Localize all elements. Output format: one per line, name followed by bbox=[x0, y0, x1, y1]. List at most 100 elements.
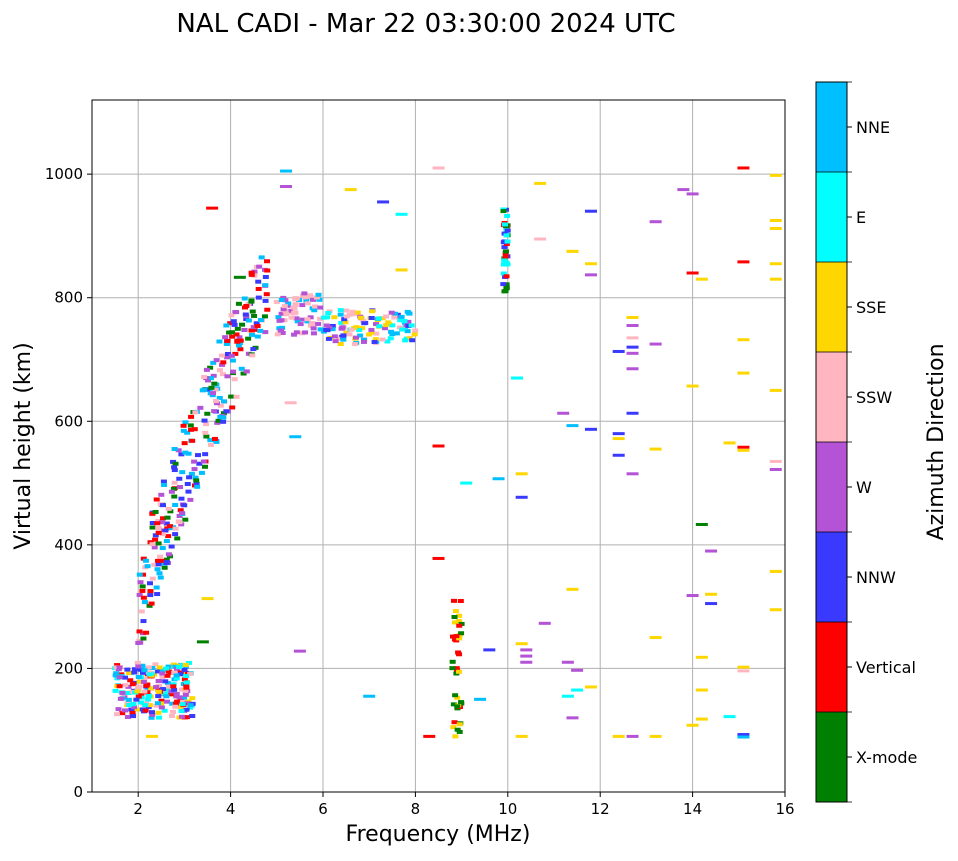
echo-mark bbox=[182, 670, 189, 675]
echo-mark bbox=[188, 414, 195, 419]
echo-point bbox=[705, 549, 718, 553]
echo-mark bbox=[397, 318, 404, 323]
echo-mark bbox=[235, 301, 242, 306]
echo-mark bbox=[307, 323, 314, 328]
echo-mark bbox=[161, 482, 168, 487]
echo-mark bbox=[148, 715, 155, 720]
echo-mark bbox=[159, 675, 166, 680]
echo-mark bbox=[149, 521, 156, 526]
echo-mark bbox=[241, 327, 248, 332]
echo-mark bbox=[346, 332, 353, 337]
echo-mark bbox=[152, 509, 159, 514]
azimuth-colorbar: X-mode Vertical NNW W SSW SSE E NNE bbox=[815, 81, 917, 803]
echo-point bbox=[483, 648, 496, 652]
echo-point bbox=[737, 166, 750, 170]
echo-mark bbox=[306, 293, 313, 298]
echo-mark bbox=[402, 338, 409, 343]
echo-mark bbox=[167, 509, 174, 514]
echo-mark bbox=[213, 401, 220, 406]
echo-mark bbox=[140, 619, 147, 624]
echo-point bbox=[201, 597, 214, 601]
echo-mark bbox=[155, 562, 162, 567]
echo-mark bbox=[329, 327, 336, 332]
echo-mark bbox=[192, 410, 199, 415]
echo-mark bbox=[119, 711, 126, 716]
echo-mark bbox=[294, 319, 301, 324]
echo-point bbox=[769, 388, 782, 392]
colorbar-tick-label: Vertical bbox=[856, 658, 916, 677]
echo-mark bbox=[223, 409, 230, 414]
echo-mark bbox=[227, 321, 234, 326]
echo-mark bbox=[141, 676, 148, 681]
echo-mark bbox=[337, 312, 344, 317]
echo-mark bbox=[124, 667, 131, 672]
echo-mark bbox=[405, 319, 412, 324]
echo-mark bbox=[135, 664, 142, 669]
echo-mark bbox=[368, 315, 375, 320]
echo-mark bbox=[159, 520, 166, 525]
echo-mark bbox=[291, 332, 298, 337]
echo-mark bbox=[141, 668, 148, 673]
echo-mark bbox=[187, 703, 194, 708]
echo-mark bbox=[177, 485, 184, 490]
echo-mark bbox=[160, 503, 167, 508]
echo-mark bbox=[230, 369, 237, 374]
echo-mark bbox=[253, 321, 260, 326]
echo-point bbox=[686, 192, 699, 196]
echo-point bbox=[612, 734, 625, 738]
echo-mark bbox=[335, 336, 342, 341]
echo-mark bbox=[165, 534, 172, 539]
echo-mark bbox=[146, 703, 153, 708]
echo-mark bbox=[502, 254, 509, 259]
echo-mark bbox=[249, 309, 256, 314]
echo-mark bbox=[183, 680, 190, 685]
echo-mark bbox=[338, 326, 345, 331]
echo-mark bbox=[188, 471, 195, 476]
echo-mark bbox=[303, 298, 310, 303]
echo-mark bbox=[340, 337, 347, 342]
echo-mark bbox=[134, 689, 141, 694]
echo-point bbox=[626, 336, 639, 340]
echo-mark bbox=[124, 700, 131, 705]
echo-mark bbox=[217, 414, 224, 419]
echo-point bbox=[626, 324, 639, 328]
echo-mark bbox=[161, 565, 168, 570]
echo-point bbox=[206, 206, 219, 210]
echo-mark bbox=[160, 479, 167, 484]
echo-mark bbox=[177, 508, 184, 513]
echo-point bbox=[769, 459, 782, 463]
echo-mark bbox=[256, 264, 263, 269]
echo-mark bbox=[172, 461, 179, 466]
echo-mark bbox=[192, 475, 199, 480]
echo-mark bbox=[149, 511, 156, 516]
echo-mark bbox=[216, 368, 223, 373]
echo-mark bbox=[146, 693, 153, 698]
echo-mark bbox=[292, 302, 299, 307]
echo-point bbox=[534, 237, 547, 241]
echo-mark bbox=[412, 328, 419, 333]
echo-point bbox=[649, 220, 662, 224]
echo-mark bbox=[186, 475, 193, 480]
echo-mark bbox=[173, 701, 180, 706]
echo-mark bbox=[193, 481, 200, 486]
echo-mark bbox=[503, 233, 510, 238]
echo-mark bbox=[145, 697, 152, 702]
echo-mark bbox=[502, 222, 509, 227]
echo-mark bbox=[164, 526, 171, 531]
echo-point bbox=[432, 556, 445, 560]
echo-mark bbox=[388, 329, 395, 334]
echo-mark bbox=[133, 697, 140, 702]
echo-mark bbox=[202, 430, 209, 435]
echo-mark bbox=[338, 320, 345, 325]
echo-mark bbox=[148, 686, 155, 691]
echo-mark bbox=[210, 373, 217, 378]
echo-mark bbox=[311, 304, 318, 309]
echo-mark bbox=[283, 312, 290, 317]
echo-mark bbox=[401, 319, 408, 324]
echo-mark bbox=[248, 272, 255, 277]
echo-mark bbox=[194, 484, 201, 489]
echo-mark bbox=[131, 670, 138, 675]
echo-mark bbox=[126, 670, 133, 675]
echo-mark bbox=[140, 636, 147, 641]
x-tick-label: 14 bbox=[683, 800, 702, 818]
